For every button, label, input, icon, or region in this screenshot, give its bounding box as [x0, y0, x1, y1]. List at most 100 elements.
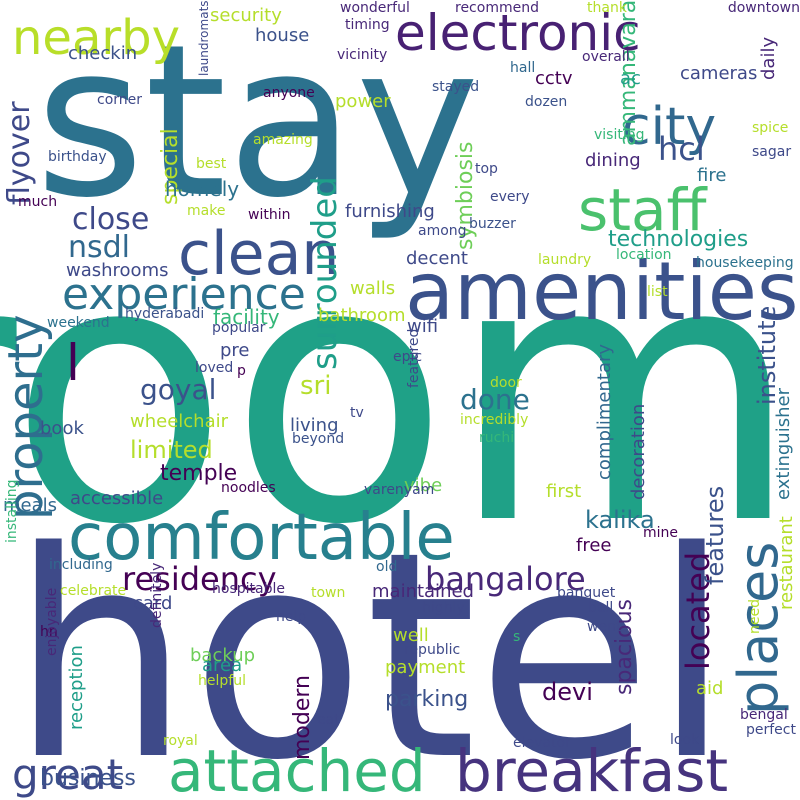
word-amazing: amazing: [253, 132, 313, 149]
word-spice: spice: [752, 120, 789, 137]
word-laundry: laundry: [538, 252, 592, 269]
word-nsdl: nsdl: [68, 229, 131, 265]
word-including: including: [49, 557, 113, 574]
word-wifi: wifi: [407, 315, 439, 337]
word-republic: republic: [404, 642, 461, 659]
word-technologies: technologies: [608, 227, 749, 253]
word-highly: highly: [422, 600, 465, 617]
word-dozen: dozen: [525, 94, 568, 111]
word-housekeeping: housekeeping: [696, 255, 794, 272]
word-definitely: definitely: [149, 562, 165, 628]
word-area: area: [202, 654, 243, 676]
word-royal: royal: [163, 733, 198, 750]
word-house: house: [255, 24, 310, 46]
word-buzzer: buzzer: [469, 216, 516, 233]
word-corner: corner: [97, 92, 143, 109]
word-complimentary: complimentary: [594, 343, 615, 480]
word-clean: clean: [178, 219, 340, 289]
word-parking: parking: [385, 687, 469, 713]
word-facility: facility: [213, 305, 280, 329]
word-decent: decent: [406, 247, 468, 269]
word-need: need: [747, 599, 763, 634]
word-location: location: [616, 247, 672, 264]
word-book: book: [40, 417, 84, 439]
word-banquet: banquet: [557, 585, 616, 602]
word-daily: daily: [758, 36, 779, 80]
word-p: p: [237, 363, 246, 380]
word-restaurant: restaurant: [776, 516, 797, 610]
word-look: look: [670, 732, 700, 749]
word-visiting: visiting: [594, 127, 645, 144]
word-living: living: [290, 414, 339, 436]
word-flyover: flyover: [2, 101, 37, 205]
word-enjoyable: enjoyable: [44, 587, 60, 656]
word-residency: residency: [122, 559, 277, 598]
word-sri: sri: [300, 370, 332, 401]
word-epic: epic: [393, 349, 423, 366]
word-surrounded: surrounded: [305, 176, 345, 370]
word-breakfast: breakfast: [455, 737, 729, 800]
word-wonderful: wonderful: [340, 0, 410, 17]
word-accessible: accessible: [70, 487, 164, 509]
word-modern: modern: [290, 675, 315, 760]
word-city: city: [622, 96, 717, 157]
word-amenities: amenities: [405, 245, 799, 338]
word-laundromats: laundromats: [197, 0, 211, 76]
word-furnishing: furnishing: [345, 200, 435, 222]
word-anyone: anyone: [263, 85, 315, 102]
word-devi: devi: [542, 677, 593, 706]
word-bathroom: bathroom: [318, 304, 406, 326]
word-stay: stay: [35, 0, 480, 244]
word-top: top: [475, 161, 498, 178]
word-overall: overall: [582, 49, 630, 66]
word-pre: pre: [220, 339, 250, 361]
word-helpful: helpful: [198, 673, 246, 690]
word-vibe: vibe: [404, 474, 443, 496]
word-extinguisher: extinguisher: [773, 388, 794, 500]
word-vicinity: vicinity: [337, 47, 388, 64]
word-ac: ac: [620, 67, 641, 89]
word-make: make: [187, 203, 226, 220]
word-staff: staff: [578, 175, 707, 244]
word-close: close: [72, 201, 150, 237]
word-birthday: birthday: [48, 149, 107, 166]
word-popular: popular: [212, 320, 266, 337]
word-wheelchair: wheelchair: [130, 410, 229, 432]
word-hall: hall: [510, 60, 536, 77]
word-noodles: noodles: [221, 480, 276, 497]
word-homely: homely: [165, 177, 240, 201]
word-l: l: [66, 333, 80, 392]
word-well: well: [393, 624, 429, 646]
word-walls: walls: [350, 277, 396, 299]
word-perfect: perfect: [746, 722, 796, 739]
word-hn: hn: [40, 624, 58, 641]
word-best: best: [196, 156, 227, 173]
word-sagar: sagar: [752, 144, 792, 161]
word-payment: payment: [385, 656, 466, 678]
word-hcl: hcl: [658, 129, 705, 168]
word-incredibly: incredibly: [460, 412, 529, 429]
word-attached: attached: [168, 737, 426, 800]
word-bengal: bengal: [740, 707, 788, 724]
word-eat: eat: [317, 712, 340, 729]
word-old: old: [376, 559, 398, 576]
word-town: town: [311, 585, 346, 602]
word-featured: featured: [406, 328, 422, 388]
word-hospitable: hospitable: [212, 581, 285, 598]
word-power: power: [335, 90, 391, 112]
word-maintained: maintained: [372, 580, 474, 602]
word-weekend: weekend: [47, 315, 110, 332]
word-list: list: [647, 284, 668, 301]
word-every: every: [490, 189, 530, 206]
word-card: card: [133, 592, 173, 614]
word-cctv: cctv: [535, 67, 573, 89]
word-help: help: [276, 609, 307, 626]
word-elevator: elevator: [513, 735, 571, 752]
word-loved: loved: [195, 360, 234, 377]
word-free: free: [576, 534, 612, 556]
word-washrooms: washrooms: [66, 259, 169, 281]
word-done: done: [460, 383, 530, 417]
word-timing: timing: [345, 17, 390, 34]
word-mine: mine: [643, 525, 679, 542]
word-s: s: [513, 629, 521, 646]
